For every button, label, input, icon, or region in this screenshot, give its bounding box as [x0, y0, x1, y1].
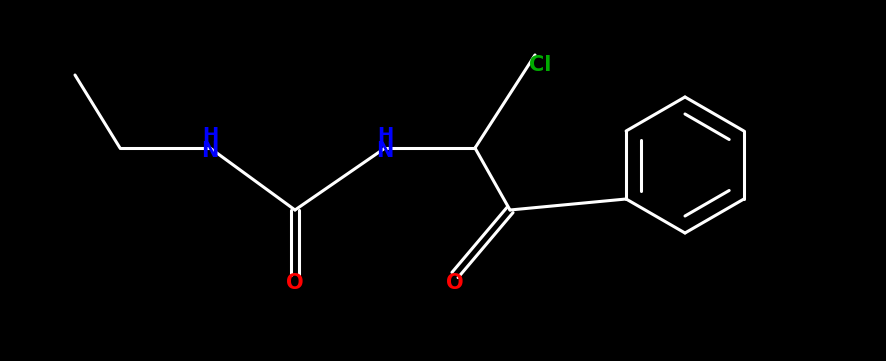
Text: N: N — [376, 141, 393, 161]
Text: H: H — [202, 126, 218, 145]
Text: O: O — [286, 273, 304, 293]
Text: O: O — [446, 273, 463, 293]
Text: N: N — [201, 141, 219, 161]
Text: H: H — [377, 126, 392, 145]
Text: Cl: Cl — [528, 55, 550, 75]
